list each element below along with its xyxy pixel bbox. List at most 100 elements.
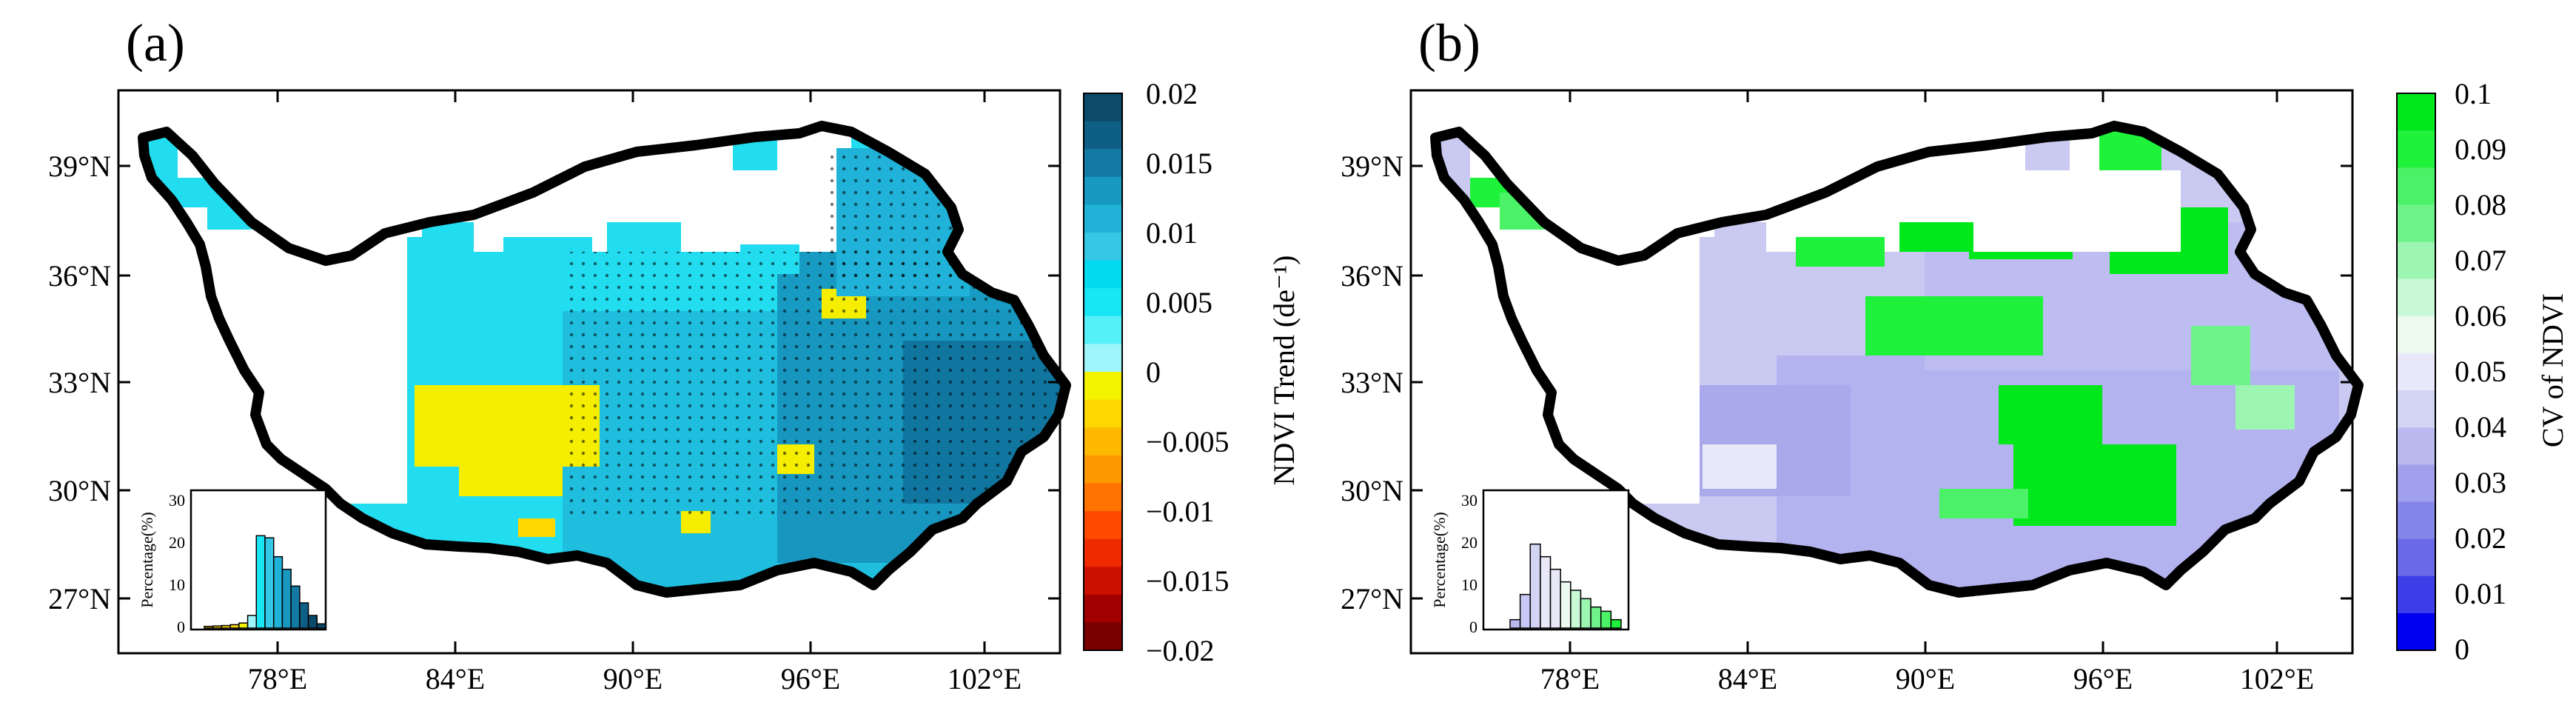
panel-a-inset-ytick: 30 (169, 491, 185, 510)
panel-b-inset-bar (1600, 610, 1612, 629)
panel-a-inset-bars (204, 535, 326, 629)
panel-b-lon-ticks: 78°E 84°E 90°E 96°E 102°E (1540, 662, 2314, 695)
panel-b-inset-bar (1519, 593, 1532, 629)
panel-a-inset-bar (221, 624, 231, 629)
panel-b-colorbar: 0.1 0.09 0.08 0.07 0.06 0.05 0.04 0.03 0… (2396, 77, 2569, 666)
panel-a-inset-bar (238, 622, 249, 629)
panel-b-colorbar-swatch (2397, 316, 2435, 354)
panel-a-colorbar-swatch (1084, 538, 1122, 567)
panel-a-inset-ytick: 20 (169, 533, 185, 552)
panel-b-colorbar-swatch (2397, 353, 2435, 391)
panel-a-lon-ticks: 78°E 84°E 90°E 96°E 102°E (248, 662, 1022, 695)
panel-b-lat-tick: 33°N (1341, 366, 1403, 399)
panel-b-colorbar-swatch (2397, 130, 2435, 168)
panel-b-inset-bar (1529, 543, 1541, 629)
panel-a-inset-bar (212, 625, 223, 629)
panel-b-cv-field (1435, 126, 2358, 592)
panel-b-tick-marks (1411, 90, 2352, 653)
panel-b-colorbar-swatch (2397, 501, 2435, 540)
panel-b-colorbar-label: 0.03 (2455, 466, 2506, 499)
panel-a-plateau-boundary (138, 121, 1071, 598)
panel-b-inset-bar (1540, 555, 1552, 629)
panel-b-colorbar-label: 0.02 (2455, 521, 2506, 555)
panel-a-colorbar-label: −0.02 (1146, 634, 1215, 667)
panel-a-inset-bar (316, 623, 326, 629)
panel-b-inset-ytick: 30 (1461, 491, 1477, 510)
panel-a-inset-bar (229, 624, 240, 629)
panel-b-colorbar-label: 0.06 (2455, 299, 2506, 333)
panel-a-colorbar-swatch (1084, 427, 1122, 456)
panel-b-colorbar-label: 0.05 (2455, 355, 2506, 388)
panel-b-colorbar-label: 0.09 (2455, 133, 2506, 166)
panel-b-inset-bar (1610, 618, 1622, 629)
panel-a-inset-ytick: 10 (169, 575, 185, 594)
panel-b-colorbar-swatch (2397, 464, 2435, 502)
panel-b-label: (b) (1418, 13, 1480, 73)
panel-a-tick-marks (118, 90, 1060, 653)
panel-a-colorbar-swatches (1084, 93, 1122, 651)
panel-b-lat-tick: 36°N (1341, 259, 1403, 293)
panel-a-colorbar-frame (1083, 93, 1123, 651)
panel-a-colorbar-swatch (1084, 372, 1122, 401)
panel-a-colorbar-label: −0.01 (1146, 495, 1215, 528)
panel-a-lat-tick: 30°N (48, 474, 111, 507)
panel-b-inset-ytick: 20 (1461, 533, 1477, 552)
panel-b-colorbar-title: CV of NDVI (2536, 293, 2569, 447)
panel-a-lat-ticks: 39°N 36°N 33°N 30°N 27°N (48, 150, 111, 615)
panel-a-colorbar-swatch (1084, 511, 1122, 540)
panel-a-colorbar-label: 0.02 (1146, 77, 1198, 110)
panel-b-lat-tick: 27°N (1341, 582, 1403, 615)
panel-b-colorbar-swatch (2397, 204, 2435, 243)
panel-a-colorbar-swatch (1084, 316, 1122, 344)
panel-b-inset-bar (1580, 598, 1591, 629)
panel-b-inset-bar (1549, 568, 1561, 629)
panel-b-lon-tick: 78°E (1540, 662, 1600, 695)
panel-a-colorbar-label: 0.01 (1146, 216, 1198, 250)
panel-b-colorbar-swatch (2397, 538, 2435, 577)
panel-b-colorbar-labels: 0.1 0.09 0.08 0.07 0.06 0.05 0.04 0.03 0… (2455, 77, 2506, 666)
panel-b-colorbar-label: 0.08 (2455, 188, 2506, 221)
panel-a-label: (a) (126, 13, 185, 73)
panel-a-colorbar-swatch (1084, 399, 1122, 428)
panel-a-colorbar: 0.02 0.015 0.01 0.005 0 −0.005 −0.01 −0.… (1083, 77, 1301, 667)
panel-b-colorbar-swatch (2397, 427, 2435, 465)
panel-a-inset-bar (299, 602, 309, 629)
panel-a-colorbar-swatch (1084, 233, 1122, 261)
panel-a-colorbar-swatch (1084, 149, 1122, 178)
panel-a-colorbar-swatch (1084, 260, 1122, 289)
panel-a-inset-ytick: 0 (177, 618, 185, 636)
panel-a-inset-bar (281, 568, 292, 629)
panel-a-inset-ylabel: Percentage(%) (138, 512, 156, 607)
panel-b-lon-tick: 84°E (1718, 662, 1777, 695)
panel-b-inset-bar (1570, 590, 1582, 629)
panel-b-inset-bars (1509, 543, 1622, 629)
panel-a-lat-tick: 27°N (48, 582, 111, 615)
panel-a: (a) (48, 13, 1301, 695)
panel-a-colorbar-title: NDVI Trend (de⁻¹) (1267, 256, 1301, 486)
panel-b-inset-ylabel: Percentage(%) (1430, 512, 1449, 607)
panel-a-colorbar-swatch (1084, 455, 1122, 484)
panel-b-colorbar-label: 0.1 (2455, 77, 2492, 110)
panel-a-lat-tick: 39°N (48, 150, 111, 183)
panel-a-inset-bar (246, 615, 258, 629)
panel-b-colorbar-swatch (2397, 575, 2435, 614)
panel-a-colorbar-swatch (1084, 344, 1122, 373)
panel-a-colorbar-swatch (1084, 288, 1122, 317)
panel-a-histogram-inset: Percentage(%) 0 10 20 30 (138, 489, 327, 636)
panel-b-colorbar-swatch (2397, 93, 2435, 131)
panel-b-inset-ytick: 10 (1461, 575, 1477, 594)
panel-a-inset-bar (290, 585, 301, 629)
panel-b-colorbar-label: 0 (2455, 632, 2469, 666)
panel-a-colorbar-label: 0.015 (1146, 147, 1212, 180)
panel-b-colorbar-label: 0.01 (2455, 577, 2506, 610)
panel-b-colorbar-label: 0.07 (2455, 244, 2506, 277)
panel-b-colorbar-swatch (2397, 167, 2435, 205)
panel-b-inset-bar (1590, 606, 1602, 629)
panel-a-colorbar-swatch (1084, 93, 1122, 122)
panel-b-inset-bar (1560, 581, 1572, 629)
panel-b: (b) (1341, 13, 2569, 695)
panel-b-lat-tick: 39°N (1341, 150, 1403, 183)
panel-b-colorbar-swatch (2397, 612, 2435, 651)
panel-a-colorbar-swatch (1084, 204, 1122, 233)
